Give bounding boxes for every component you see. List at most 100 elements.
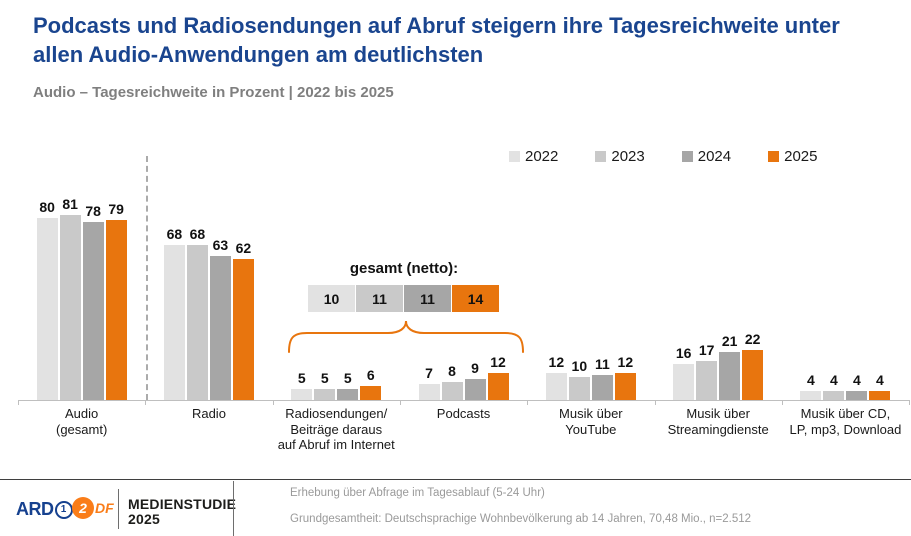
bar-value-label: 17 [698, 342, 715, 358]
bar-2022-cat0 [36, 218, 58, 400]
bar-value-label: 21 [721, 333, 738, 349]
category-label: Audio (gesamt) [56, 406, 108, 437]
category-label: Podcasts [436, 406, 491, 421]
bar-2025-cat0 [105, 220, 127, 400]
bar-value-label: 8 [448, 363, 456, 379]
bar-2022-cat5 [673, 364, 695, 400]
axis-tick [527, 400, 529, 405]
legend-item: 2024 [681, 148, 732, 165]
bar-2024-cat1 [209, 256, 231, 400]
bar-2025-cat4 [614, 373, 636, 400]
category-label: Musik über Streamingdienste [667, 406, 769, 437]
bar-2024-cat0 [82, 222, 104, 400]
bar-value-label: 5 [343, 370, 352, 386]
bar-2025-cat1 [232, 259, 254, 400]
category-label: Radio [191, 406, 226, 421]
bar-2023-cat6 [823, 391, 845, 400]
bar-value-label: 4 [853, 372, 861, 388]
bar-value-label: 80 [39, 199, 55, 215]
logo-divider [118, 489, 119, 529]
category-label: Musik über CD, LP, mp3, Download [789, 406, 902, 437]
zdf-circle-icon: 2 [72, 497, 94, 519]
bar-2023-cat0 [59, 215, 81, 400]
bar-2022-cat1 [163, 245, 185, 400]
netto-value-box: 11 [404, 285, 452, 312]
bar-value-label: 68 [189, 226, 206, 242]
page-title: Podcasts und Radiosendungen auf Abruf st… [33, 13, 840, 67]
legend-swatch-icon [595, 151, 607, 162]
category-label: Radiosendungen/Beiträge daraus auf Abruf … [277, 406, 395, 453]
bar-2022-cat3 [418, 384, 440, 400]
bar-value-label: 78 [85, 203, 101, 219]
bar-value-label: 11 [594, 356, 610, 372]
x-axis [18, 400, 909, 401]
study-brand-line2: 2025 [128, 511, 160, 528]
bar-2022-cat2 [291, 389, 313, 400]
axis-tick [399, 400, 401, 405]
study-brand-line1: MEDIENSTUDIE [128, 496, 237, 512]
bar-2022-cat6 [800, 391, 822, 400]
footnote-method: Erhebung über Abfrage im Tagesablauf (5-… [290, 487, 545, 499]
legend-swatch-icon [768, 151, 780, 162]
netto-value-box: 10 [308, 285, 356, 312]
dashed-separator-line [146, 156, 148, 400]
axis-tick [909, 400, 911, 405]
legend-item: 2025 [768, 148, 818, 165]
netto-annotation-values: 10 11 11 14 [308, 285, 500, 312]
axis-tick [781, 400, 783, 405]
legend-item: 2023 [595, 148, 645, 165]
bar-value-label: 4 [807, 372, 815, 388]
footnote-divider [233, 481, 234, 536]
ard-one-icon: 1 [54, 500, 73, 519]
legend-label: 2025 [784, 148, 818, 165]
axis-tick [272, 400, 274, 405]
bar-2023-cat4 [568, 377, 590, 400]
bar-value-label: 7 [425, 365, 433, 381]
category-label: Musik über YouTube [559, 406, 623, 437]
bar-2023-cat5 [696, 361, 718, 400]
study-brand: MEDIENSTUDIE 2025 [128, 496, 237, 528]
axis-tick [654, 400, 656, 405]
bar-2024-cat6 [846, 391, 868, 400]
ard-logo: ARD 1 [16, 499, 73, 520]
bar-value-label: 16 [675, 345, 692, 361]
legend-item: 2022 [509, 148, 558, 165]
chart-subtitle: Audio – Tagesreichweite in Prozent | 202… [33, 84, 394, 101]
bar-2024-cat2 [337, 389, 359, 400]
legend-label: 2024 [697, 148, 732, 165]
netto-annotation-label: gesamt (netto): [349, 260, 459, 277]
legend-label: 2022 [525, 148, 559, 165]
footer-divider [0, 479, 911, 480]
bar-2024-cat5 [719, 352, 741, 400]
bar-2023-cat2 [314, 389, 336, 400]
bar-2024-cat4 [591, 375, 613, 400]
bar-2023-cat3 [441, 382, 463, 400]
bar-value-label: 4 [830, 372, 838, 388]
bar-value-label: 81 [62, 196, 78, 212]
bar-value-label: 12 [548, 354, 565, 370]
bar-2025-cat5 [742, 350, 764, 400]
bar-2025-cat3 [487, 373, 509, 400]
legend-swatch-icon [681, 151, 693, 162]
bar-value-label: 12 [490, 354, 506, 370]
bar-value-label: 22 [744, 331, 761, 347]
bar-value-label: 5 [320, 370, 329, 386]
ard-logo-text: ARD [16, 499, 54, 519]
netto-value-box: 11 [356, 285, 404, 312]
bar-2024-cat3 [464, 379, 486, 400]
bar-value-label: 10 [571, 358, 588, 374]
bar-value-label: 12 [617, 354, 634, 370]
zdf-logo: 2 DF [72, 497, 114, 519]
bar-2025-cat6 [869, 391, 891, 400]
bar-value-label: 4 [876, 372, 884, 388]
bar-value-label: 79 [108, 201, 124, 217]
axis-tick [145, 400, 147, 405]
bar-2023-cat1 [186, 245, 208, 400]
brace-icon [288, 320, 524, 353]
bar-value-label: 63 [212, 237, 229, 253]
footnote-population: Grundgesamtheit: Deutschsprachige Wohnbe… [290, 513, 752, 525]
bar-2022-cat4 [545, 373, 567, 400]
legend-swatch-icon [509, 151, 520, 162]
zdf-logo-text: DF [95, 500, 114, 516]
